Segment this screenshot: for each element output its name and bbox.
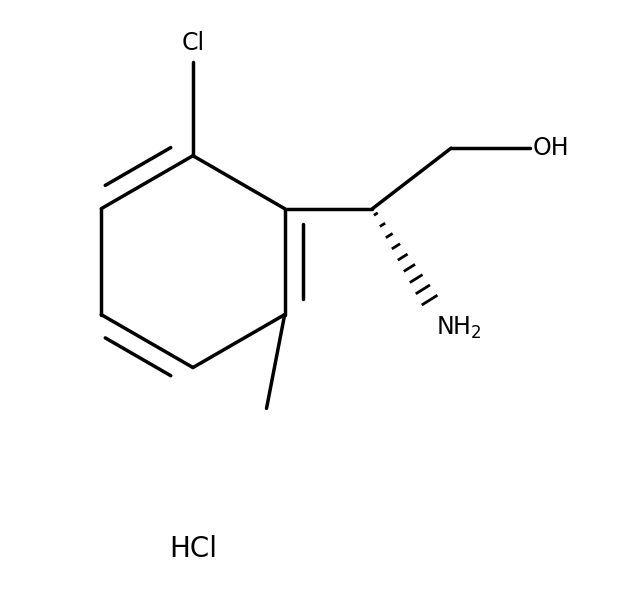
Text: OH: OH	[533, 136, 570, 160]
Text: NH$_2$: NH$_2$	[436, 314, 482, 341]
Text: HCl: HCl	[169, 535, 217, 563]
Text: Cl: Cl	[181, 30, 205, 55]
